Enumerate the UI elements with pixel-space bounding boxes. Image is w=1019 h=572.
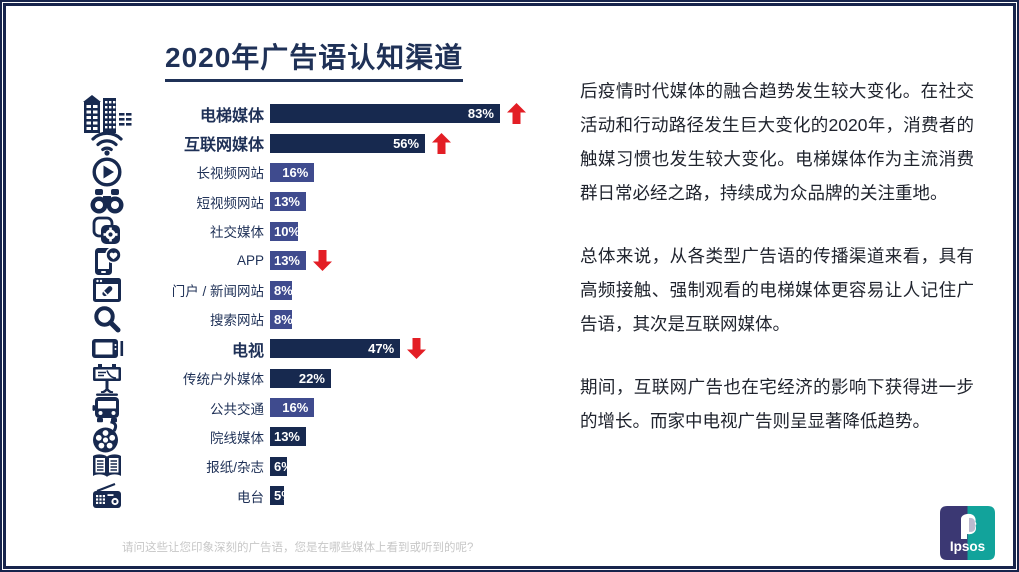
chart-row: 电台 5% [78,481,556,510]
radio-icon [78,482,136,510]
value-label: 56% [393,135,420,151]
trend-down-icon [313,250,332,272]
category-label: 搜索网站 [210,313,264,329]
chart-row: APP 13% [78,246,556,275]
value-label: 10% [274,223,301,239]
bar-track: 6% [264,456,556,476]
value-label: 13% [273,429,300,445]
commentary-paragraph: 后疫情时代媒体的融合趋势发生较大变化。在社交活动和行动路径发生巨大变化的2020… [580,81,974,203]
category-label: 长视频网站 [196,166,265,182]
bar-chart: 电梯媒体 83% 互联网媒体 56% 长视频网站 16% 短视频网站 13% 社交媒体 10% AP… [78,94,556,510]
bar-track: 10% [264,221,556,241]
value-label: 8% [274,311,293,327]
bar: 47% [270,339,401,359]
category-label: 电视 [231,342,264,360]
category-label: 院线媒体 [210,430,264,446]
chart-row: 电视 47% [78,334,556,363]
bar-track: 13% [264,427,556,447]
value-label: 22% [298,370,325,386]
bar: 13% [270,427,306,447]
chart-row: 门户 / 新闻网站 8% [78,275,556,304]
value-label: 6% [274,458,293,474]
bar: 6% [270,456,293,476]
value-label: 13% [273,253,300,269]
bar: 83% [270,104,500,124]
trend-up-icon [432,132,452,154]
value-label: 13% [273,194,300,210]
bar-track: 56% [264,132,556,154]
category-label: 公共交通 [210,401,264,417]
value-label: 16% [282,164,309,180]
bar-track: 22% [264,368,556,388]
bar-track: 8% [264,280,556,300]
chart-row: 报纸/杂志 6% [78,452,556,481]
page-title: 2020年广告语认知渠道 [165,36,464,82]
face-silhouette-icon [961,513,977,539]
category-label: 电台 [237,489,264,505]
logo-text: Ipsos [950,539,985,554]
chart-row: 互联网媒体 56% [78,128,556,157]
category-label: 短视频网站 [196,195,265,211]
category-label: 报纸/杂志 [206,460,264,476]
commentary: 后疫情时代媒体的融合趋势发生较大变化。在社交活动和行动路径发生巨大变化的2020… [580,74,974,467]
bar: 8% [270,309,293,329]
billboard-icon [78,363,136,394]
chart-row: 传统户外媒体 22% [78,363,556,394]
chart-row: 短视频网站 13% [78,187,556,216]
binoculars-icon [78,189,136,214]
category-label: 传统户外媒体 [183,372,264,388]
bar-track: 47% [264,338,556,360]
bar: 5% [270,486,293,506]
phone-heart-icon [78,245,136,277]
category-label: 互联网媒体 [183,137,264,155]
value-label: 16% [282,400,309,416]
chart-row: 长视频网站 16% [78,157,556,187]
bar: 13% [270,192,306,212]
commentary-paragraph: 总体来说，从各类型广告语的传播渠道来看，具有高频接触、强制观看的电梯媒体更容易让… [580,246,974,334]
bar: 8% [270,280,293,300]
wifi-icon [78,130,136,156]
bar-track: 83% [264,103,556,125]
bar: 10% [270,221,301,241]
bar-track: 8% [264,309,556,329]
bar: 16% [270,398,315,418]
bar-track: 16% [264,162,556,182]
ipsos-logo: Ipsos [940,506,995,560]
browser-pencil-icon [78,277,136,303]
bar: 56% [270,133,426,153]
category-label: 门户 / 新闻网站 [171,284,264,300]
chart-row: 院线媒体 13% [78,421,556,453]
category-label: APP [236,253,264,269]
bar: 22% [270,368,331,388]
buildings-icon [78,94,136,134]
value-label: 47% [368,341,395,357]
value-label: 5% [274,488,293,504]
play-icon [78,157,136,187]
bus-icon [78,393,136,423]
chart-row: 公共交通 16% [78,393,556,422]
book-icon [78,453,136,479]
category-label: 社交媒体 [210,225,264,241]
social-gear-icon [78,216,136,246]
commentary-paragraph: 期间，互联网广告也在宅经济的影响下获得进一步的增长。而家中电视广告则呈显著降低趋… [580,377,974,431]
chart-row: 搜索网站 8% [78,305,556,334]
search-icon [78,305,136,333]
tv-icon [78,336,136,362]
value-label: 83% [467,106,494,122]
value-label: 8% [274,282,293,298]
bar-track: 13% [264,250,556,272]
bar-track: 16% [264,398,556,418]
film-reel-icon [78,421,136,453]
trend-up-icon [506,103,526,125]
bar-track: 13% [264,192,556,212]
category-label: 电梯媒体 [199,107,264,125]
bar: 16% [270,162,315,182]
bar: 13% [270,251,306,271]
chart-row: 社交媒体 10% [78,216,556,246]
chart-row: 电梯媒体 83% [78,94,556,133]
footer-note: 请问这些让您印象深刻的广告语，您是在哪些媒体上看到或听到的呢? [122,542,474,554]
trend-down-icon [407,338,427,360]
bar-track: 5% [264,486,556,506]
